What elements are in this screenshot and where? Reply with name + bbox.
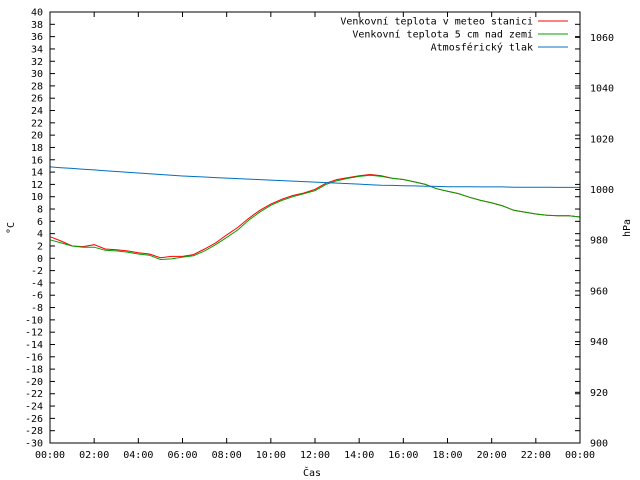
legend: Venkovní teplota v meteo staniciVenkovní…	[340, 16, 568, 54]
series-lines	[49, 166, 581, 261]
x-tick-label: 10:00	[256, 450, 286, 461]
x-tick-label: 06:00	[167, 450, 197, 461]
series-line-2	[49, 166, 580, 188]
y-tick-label: 18	[31, 143, 43, 154]
y2-tick-label: 900	[590, 439, 608, 450]
legend-label-2: Atmosférický tlak	[431, 42, 533, 54]
y2-axis-label: hPa	[622, 219, 633, 237]
y2-tick-label: 1000	[590, 185, 614, 196]
x-tick-label: 00:00	[565, 450, 595, 461]
x-tick-label: 04:00	[123, 450, 153, 461]
y-tick-label: 26	[31, 94, 43, 105]
y-tick-label: 2	[37, 241, 43, 252]
y-tick-label: 0	[37, 254, 43, 265]
y-tick-label: 40	[31, 8, 43, 19]
x-tick-label: 00:00	[35, 450, 65, 461]
y-tick-label: -12	[25, 328, 43, 339]
x-tick-label: 22:00	[521, 450, 551, 461]
y-tick-label: 36	[31, 32, 43, 43]
y2-tick-label: 1040	[590, 84, 614, 95]
y2-tick-label: 1020	[590, 134, 614, 145]
plot-frame	[49, 11, 581, 444]
y-tick-label: 32	[31, 57, 43, 68]
x-tick-label: 20:00	[477, 450, 507, 461]
axis-ticks: -30-28-26-24-22-20-18-16-14-12-10-8-6-4-…	[25, 8, 614, 462]
y-tick-label: -10	[25, 315, 43, 326]
x-axis-label: Čas	[303, 466, 321, 479]
y2-tick-label: 940	[590, 337, 608, 348]
y-tick-label: -14	[25, 340, 43, 351]
y-tick-label: 38	[31, 20, 43, 31]
y-tick-label: -2	[31, 266, 43, 277]
y2-tick-label: 980	[590, 236, 608, 247]
x-tick-label: 02:00	[79, 450, 109, 461]
y-tick-label: -30	[25, 439, 43, 450]
y-tick-label: 20	[31, 131, 43, 142]
y-tick-label: 4	[37, 229, 43, 240]
x-tick-label: 16:00	[388, 450, 418, 461]
y-tick-label: 12	[31, 180, 43, 191]
y-tick-label: 16	[31, 155, 43, 166]
y-tick-label: -16	[25, 352, 43, 363]
y-tick-label: 8	[37, 205, 43, 216]
y-tick-label: 28	[31, 81, 43, 92]
y-tick-label: -24	[25, 402, 43, 413]
y2-tick-label: 1060	[590, 33, 614, 44]
y-tick-label: -20	[25, 377, 43, 388]
y-tick-label: 6	[37, 217, 43, 228]
series-line-1	[49, 174, 581, 261]
y-tick-label: 10	[31, 192, 43, 203]
legend-label-0: Venkovní teplota v meteo stanici	[340, 16, 533, 28]
y-tick-label: -6	[31, 291, 43, 302]
x-tick-label: 18:00	[432, 450, 462, 461]
y2-tick-label: 920	[590, 388, 608, 399]
y-tick-label: 14	[31, 168, 43, 179]
y-tick-label: 22	[31, 118, 43, 129]
y-tick-label: -18	[25, 365, 43, 376]
y-tick-label: -4	[31, 278, 43, 289]
y-tick-label: 30	[31, 69, 43, 80]
x-tick-label: 12:00	[300, 450, 330, 461]
y2-tick-label: 960	[590, 286, 608, 297]
y-axis-label: °C	[6, 222, 17, 234]
y-tick-label: 24	[31, 106, 43, 117]
y-tick-label: -26	[25, 414, 43, 425]
y-tick-label: -28	[25, 426, 43, 437]
x-tick-label: 08:00	[212, 450, 242, 461]
y-tick-label: 34	[31, 44, 43, 55]
y-tick-label: -8	[31, 303, 43, 314]
legend-label-1: Venkovní teplota 5 cm nad zemí	[352, 29, 533, 41]
y-tick-label: -22	[25, 389, 43, 400]
x-tick-label: 14:00	[344, 450, 374, 461]
